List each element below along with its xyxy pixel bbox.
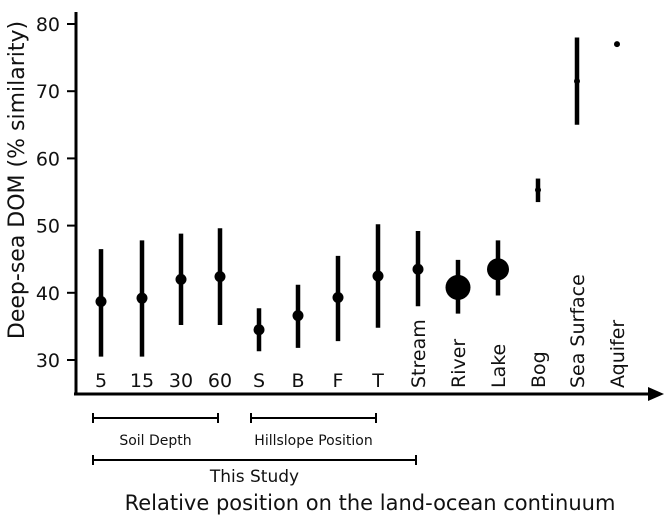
category-labels: 5 15 30 60 S B F T Stream River Lake Bog Sea Surface… <box>95 274 629 392</box>
group-label: Soil Depth <box>119 433 191 449</box>
category-label: Sea Surface <box>567 274 589 388</box>
y-tick-label: 60 <box>36 148 60 170</box>
category-label: B <box>291 370 304 392</box>
group-label: Hillslope Position <box>254 433 372 449</box>
y-tick-label: 80 <box>36 14 60 36</box>
category-label: T <box>371 370 384 392</box>
data-point <box>136 292 148 304</box>
y-tick-label: 50 <box>36 216 60 238</box>
category-label: 60 <box>208 370 232 392</box>
data-point <box>614 41 620 48</box>
x-axis-arrowhead <box>648 387 664 401</box>
data-point <box>214 271 226 283</box>
data-point <box>535 186 541 193</box>
data-point <box>487 258 509 281</box>
category-label: Aquifer <box>607 320 629 388</box>
y-tick-label: 70 <box>36 81 60 103</box>
x-axis-title: Relative position on the land-ocean cont… <box>125 491 616 515</box>
y-ticks: 30 40 50 60 70 80 <box>36 14 76 372</box>
data-point <box>412 263 424 275</box>
data-marks <box>95 37 620 357</box>
y-axis-title: Deep-sea DOM (% similarity) <box>5 21 30 339</box>
data-point <box>332 292 344 304</box>
category-label: Bog <box>528 351 550 388</box>
category-label: F <box>333 370 344 392</box>
group-brackets: Soil Depth Hillslope Position This Study <box>92 413 417 487</box>
data-point <box>175 273 187 285</box>
category-label: Lake <box>488 344 510 388</box>
category-label: 15 <box>130 370 154 392</box>
data-point <box>445 274 471 300</box>
group-label: This Study <box>209 467 299 487</box>
data-point <box>253 324 265 336</box>
y-tick-label: 40 <box>36 283 60 305</box>
data-point <box>372 270 384 282</box>
axes <box>74 12 664 401</box>
category-label: 5 <box>95 370 107 392</box>
category-label: Stream <box>408 319 430 388</box>
data-point <box>292 310 304 322</box>
category-label: River <box>448 339 470 388</box>
data-point <box>95 296 107 308</box>
category-label: S <box>253 370 265 392</box>
y-tick-label: 30 <box>36 350 60 372</box>
category-label: 30 <box>169 370 193 392</box>
data-point <box>574 78 580 85</box>
